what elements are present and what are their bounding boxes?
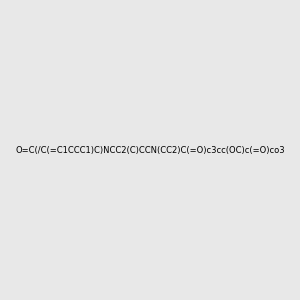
Text: O=C(/C(=C1CCC1)C)NCC2(C)CCN(CC2)C(=O)c3cc(OC)c(=O)co3: O=C(/C(=C1CCC1)C)NCC2(C)CCN(CC2)C(=O)c3c…	[15, 146, 285, 154]
